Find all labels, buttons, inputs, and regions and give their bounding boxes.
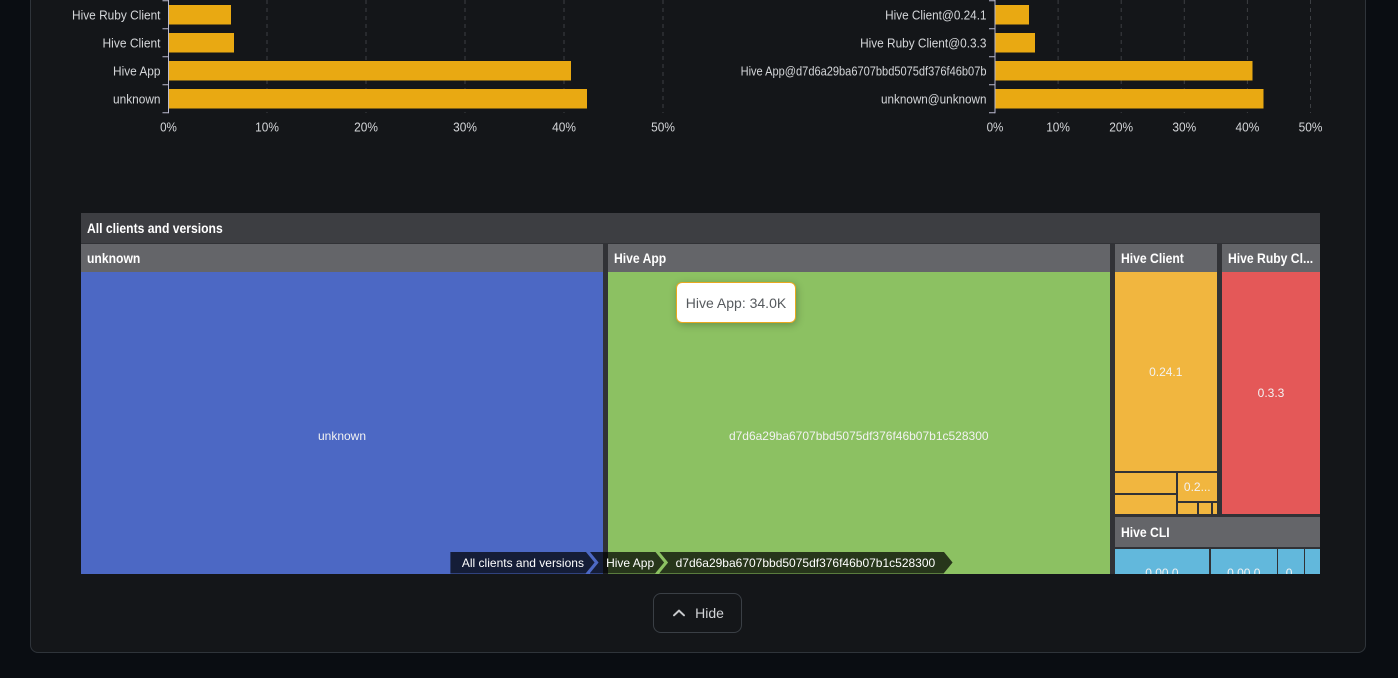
svg-text:Hive App: Hive App: [113, 64, 161, 79]
svg-text:30%: 30%: [453, 120, 477, 135]
svg-text:0%: 0%: [160, 120, 177, 135]
svg-text:20%: 20%: [354, 120, 378, 135]
svg-text:30%: 30%: [1172, 120, 1196, 135]
svg-text:10%: 10%: [1046, 120, 1070, 135]
svg-text:Hive Client@0.24.1: Hive Client@0.24.1: [885, 8, 986, 23]
svg-text:Hive Client: Hive Client: [103, 36, 161, 51]
svg-text:10%: 10%: [255, 120, 279, 135]
svg-text:40%: 40%: [1236, 120, 1260, 135]
svg-text:Hive Ruby Client@0.3.3: Hive Ruby Client@0.3.3: [860, 36, 986, 51]
svg-text:20%: 20%: [1109, 120, 1133, 135]
svg-text:unknown: unknown: [113, 92, 161, 107]
svg-text:0%: 0%: [987, 120, 1004, 135]
svg-text:40%: 40%: [552, 120, 576, 135]
svg-text:50%: 50%: [651, 120, 675, 135]
svg-text:50%: 50%: [1299, 120, 1323, 135]
svg-text:Hive App@d7d6a29ba6707bbd5075d: Hive App@d7d6a29ba6707bbd5075df376f46b07…: [741, 64, 987, 79]
svg-text:unknown@unknown: unknown@unknown: [881, 92, 987, 107]
svg-text:Hive Ruby Client: Hive Ruby Client: [72, 8, 161, 23]
